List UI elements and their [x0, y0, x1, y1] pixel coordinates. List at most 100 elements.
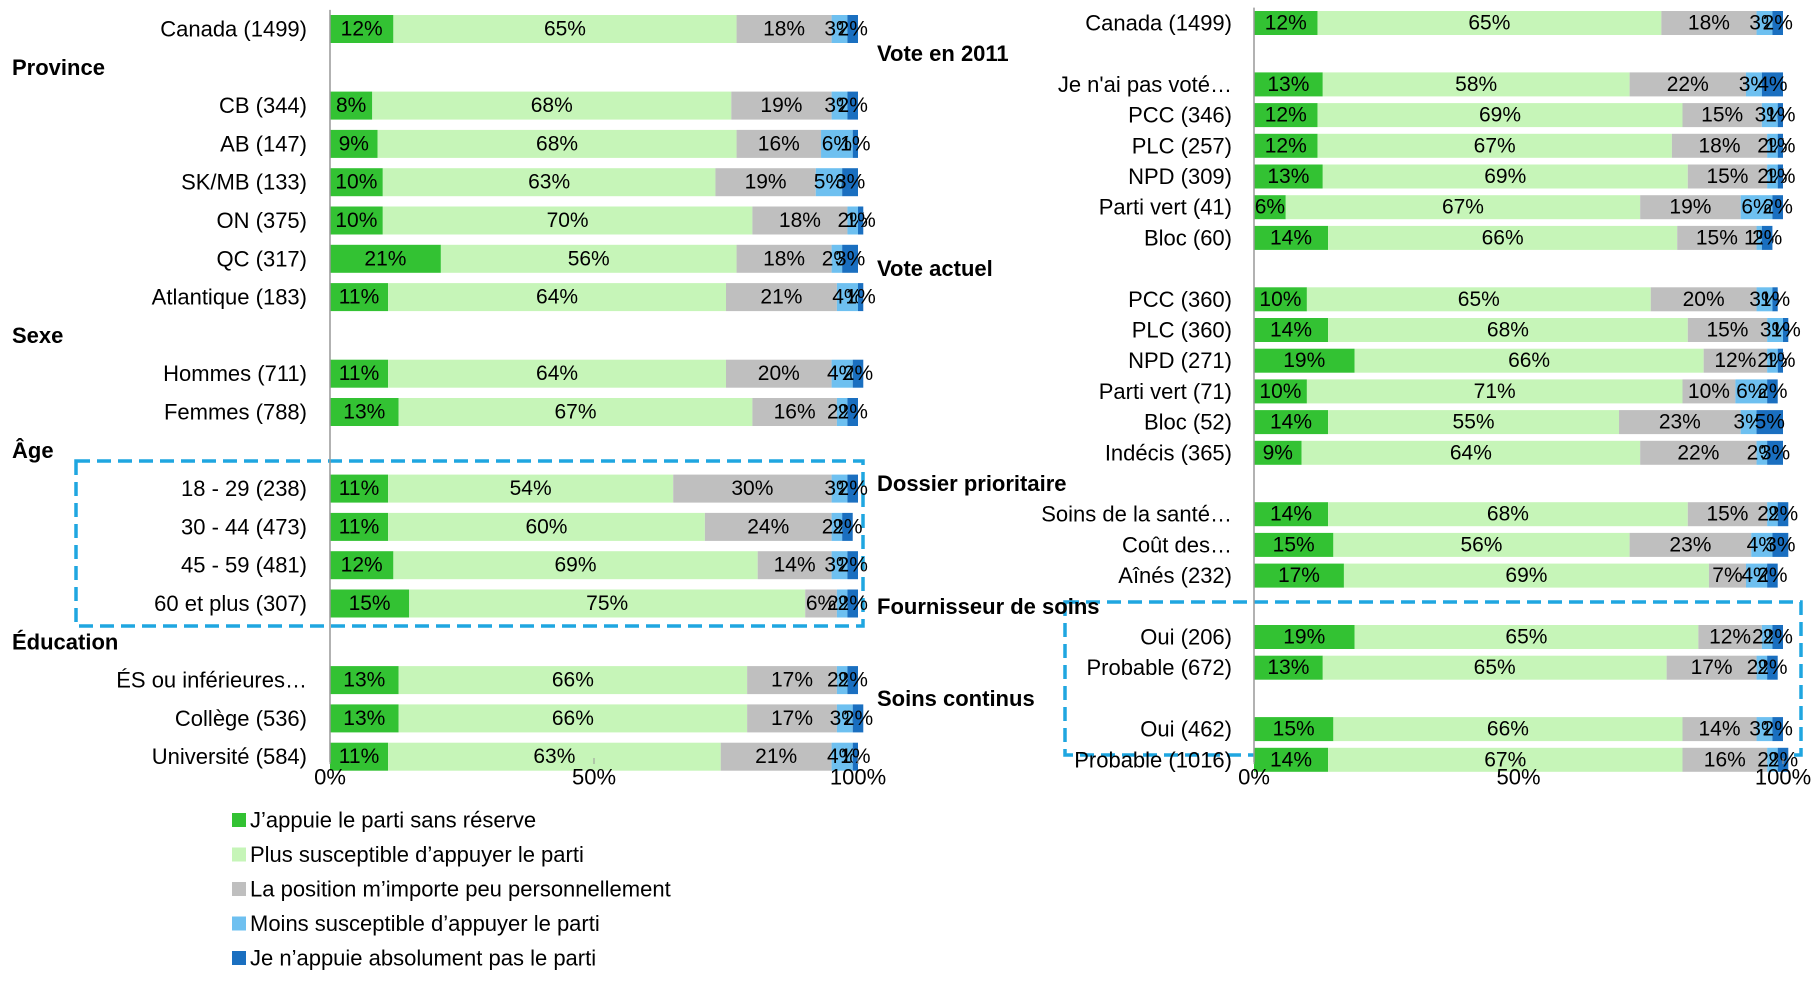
value-label: 6% — [1741, 196, 1771, 219]
bar-segment — [1254, 348, 1355, 373]
bar-segment — [330, 551, 394, 580]
value-label: 5% — [1755, 411, 1785, 434]
value-label: 6% — [1736, 380, 1766, 403]
bar-segment — [831, 91, 848, 120]
value-label: 12% — [341, 554, 383, 577]
bar-segment — [1682, 103, 1762, 128]
category-label: QC (317) — [217, 246, 307, 271]
value-label: 69% — [555, 554, 597, 577]
value-label: 67% — [555, 401, 597, 424]
bar-segment — [1317, 133, 1672, 158]
bar-segment — [1254, 133, 1318, 158]
category-label: Hommes (711) — [163, 361, 307, 386]
bar-segment — [842, 244, 858, 273]
value-label: 3% — [1755, 104, 1785, 127]
bar-segment — [1767, 655, 1778, 680]
value-label: 1% — [1760, 288, 1790, 311]
bar-segment — [1751, 532, 1773, 557]
bar-segment — [842, 168, 858, 197]
value-label: 20% — [758, 362, 800, 385]
bar-segment — [1306, 379, 1683, 404]
bar-segment — [1756, 440, 1768, 465]
bar-segment — [1650, 287, 1757, 312]
value-label: 3% — [824, 554, 854, 577]
group-header: Fournisseur de soins — [877, 594, 1100, 619]
value-label: 3% — [1733, 411, 1763, 434]
bar-segment — [1708, 563, 1746, 588]
bar-segment — [831, 551, 848, 580]
category-label: Aînés (232) — [1118, 563, 1232, 588]
bar-segment — [409, 589, 806, 618]
value-label: 2% — [1757, 656, 1787, 679]
value-label: 14% — [774, 554, 816, 577]
bar-segment — [1777, 164, 1783, 189]
value-label: 2% — [832, 515, 862, 538]
bar-segment — [1254, 164, 1323, 189]
bar-segment — [1682, 379, 1736, 404]
value-label: 12% — [341, 18, 383, 41]
value-label: 22% — [1667, 73, 1709, 96]
bar-segment — [382, 168, 716, 197]
bar-segment — [1698, 625, 1762, 649]
value-label: 18% — [763, 18, 805, 41]
category-label: NPD (309) — [1128, 164, 1232, 189]
bar-segment — [330, 244, 441, 273]
bar-segment — [1254, 195, 1286, 220]
category-label: Coût des… — [1122, 532, 1232, 557]
value-label: 19% — [1283, 349, 1325, 372]
bar-segment — [836, 398, 848, 426]
category-label: AB (147) — [220, 131, 307, 156]
bar-segment — [440, 244, 737, 273]
bar-segment — [852, 359, 864, 388]
bar-segment — [1254, 225, 1329, 250]
bar-segment — [1254, 717, 1334, 742]
x-tick-label: 0% — [1238, 765, 1270, 790]
bar-segment — [847, 15, 858, 43]
bar-segment — [1687, 318, 1768, 342]
value-label: 1% — [1765, 349, 1795, 372]
bar-segment — [1671, 133, 1768, 158]
bar-segment — [1767, 133, 1778, 158]
bar-segment — [398, 704, 748, 733]
group-header: Âge — [12, 438, 54, 463]
value-label: 13% — [1267, 656, 1309, 679]
bar-segment — [398, 666, 748, 695]
group-header: Province — [12, 55, 105, 80]
bar-segment — [704, 512, 832, 541]
bar-segment — [831, 512, 843, 541]
bar-segment — [1761, 225, 1773, 250]
bar-segment — [330, 168, 383, 197]
value-label: 3% — [1749, 12, 1779, 35]
value-label: 16% — [774, 401, 816, 424]
value-label: 15% — [1273, 718, 1315, 741]
bar-segment — [852, 129, 858, 158]
value-label: 19% — [1669, 196, 1711, 219]
bar-segment — [1777, 502, 1789, 527]
category-label: Indécis (365) — [1105, 440, 1232, 465]
value-label: 12% — [1265, 104, 1307, 127]
bar-segment — [1343, 563, 1709, 588]
bar-segment — [836, 666, 848, 695]
bar-segment — [1333, 532, 1630, 557]
value-label: 3% — [830, 707, 860, 730]
bar-segment — [1254, 379, 1307, 404]
category-label: Bloc (60) — [1144, 225, 1232, 250]
value-label: 9% — [1263, 441, 1293, 464]
bar-segment — [1285, 195, 1641, 220]
category-label: Parti vert (71) — [1099, 379, 1232, 404]
bar-segment — [330, 704, 399, 733]
bar-segment — [1772, 195, 1783, 220]
bar-segment — [1322, 655, 1667, 680]
value-label: 3% — [1749, 288, 1779, 311]
value-label: 1% — [845, 286, 875, 309]
legend-label: Je n’appuie absolument pas le parti — [250, 946, 596, 971]
legend-label: Plus susceptible d’appuyer le parti — [250, 842, 584, 867]
bar-segment — [330, 206, 383, 235]
value-label: 17% — [1278, 564, 1320, 587]
value-label: 14% — [1270, 411, 1312, 434]
bar-segment — [747, 704, 837, 733]
bar-segment — [1682, 747, 1768, 772]
value-label: 58% — [1455, 73, 1497, 96]
bar-segment — [1756, 655, 1768, 680]
value-label: 2% — [1757, 564, 1787, 587]
